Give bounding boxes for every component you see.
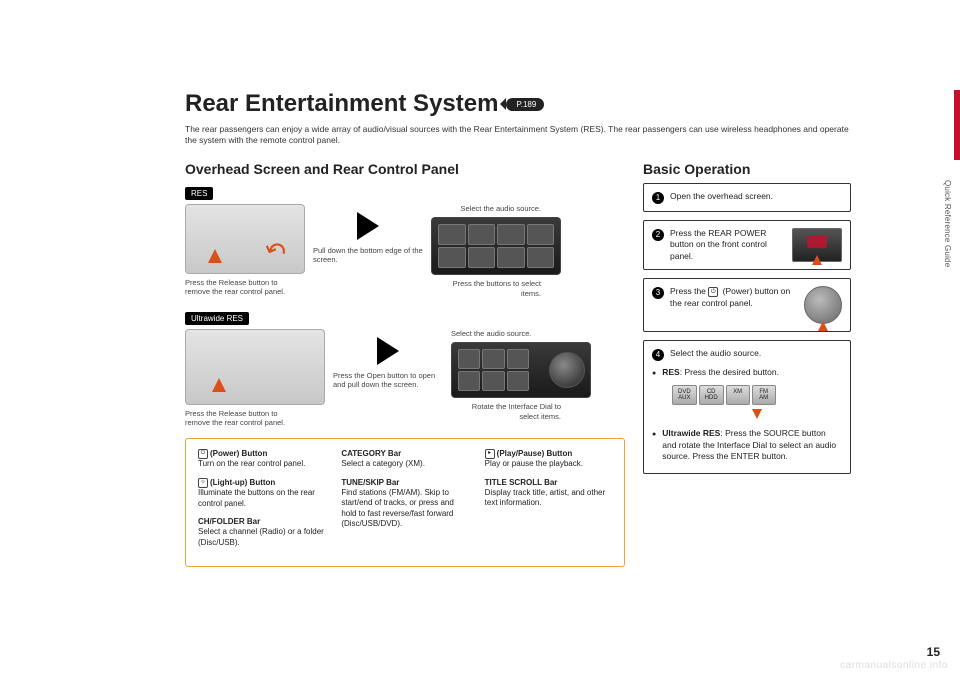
caption-select-source-1: Select the audio source. [431,204,541,213]
step-4-num: 4 [652,349,664,361]
step-2-num: 2 [652,229,664,241]
source-cd-hdd: CDHDD [699,385,724,405]
caption-release: Press the Release button to remove the r… [185,278,295,297]
ref-power-t: (Power) Button [210,449,267,458]
caption-select-source-2: Select the audio source. [451,329,561,338]
light-icon: ☼ [198,478,208,488]
step-4-box: 4 Select the audio source. RES: Press th… [643,340,851,473]
source-button-strip: DVDAUX CDHDD XM FMAM [672,385,842,405]
ref-play-t: (Play/Pause) Button [497,449,573,458]
power-dial-illustration [804,286,842,324]
step-1-text: Open the overhead screen. [670,191,773,202]
play-pause-icon: ▸ [485,449,495,459]
step-3-box: 3 Press the ⏻ (Power) button on the rear… [643,278,851,332]
res-panel-illustration [431,217,561,275]
source-dvd-aux: DVDAUX [672,385,697,405]
ref-ch-t: CH/FOLDER Bar [198,517,260,526]
step-1-num: 1 [652,192,664,204]
uw-diagram-row: Press the Release button to remove the r… [185,329,625,428]
step-4-res-label: RES [662,367,679,377]
page-title: Rear Entertainment System P.189 [185,90,851,118]
step-2-text: Press the REAR POWER button on the front… [670,228,786,262]
ref-ch-d: Select a channel (Radio) or a folder (Di… [198,527,324,546]
title-text: Rear Entertainment System [185,90,498,118]
res-badge: RES [185,187,213,200]
res-overhead-illustration: ↶ [185,204,305,274]
ref-cat-d: Select a category (XM). [341,459,425,468]
ref-light-d: Illuminate the buttons on the rear contr… [198,488,315,507]
ref-power-d: Turn on the rear control panel. [198,459,305,468]
ref-play-d: Play or pause the playback. [485,459,583,468]
caption-open: Press the Open button to open and pull d… [333,371,443,390]
page-number: 15 [927,645,940,659]
caption-release-2: Press the Release button to remove the r… [185,409,295,428]
ref-tune-t: TUNE/SKIP Bar [341,478,399,487]
page-ref-pill: P.189 [506,98,544,111]
side-label: Quick Reference Guide [943,180,952,267]
step-1-box: 1 Open the overhead screen. [643,183,851,212]
watermark: carmanualsonline.info [840,660,948,671]
ultrawide-badge: Ultrawide RES [185,312,249,325]
arrow-icon-2 [377,337,399,365]
res-diagram-row: ↶ Press the Release button to remove the… [185,204,625,298]
step-4-res-text: : Press the desired button. [680,367,779,377]
uw-overhead-illustration [185,329,325,405]
intro-text: The rear passengers can enjoy a wide arr… [185,124,851,147]
overhead-heading: Overhead Screen and Rear Control Panel [185,161,625,177]
ref-title-t: TITLE SCROLL Bar [485,478,558,487]
page-content: Rear Entertainment System P.189 The rear… [185,90,851,630]
basic-op-heading: Basic Operation [643,161,851,177]
power-icon-step: ⏻ [708,287,718,297]
source-fm-am: FMAM [752,385,776,405]
ref-light-t: (Light-up) Button [210,478,275,487]
arrow-down-icon [752,409,762,419]
step-4-text: Select the audio source. [670,348,761,359]
edge-tab [954,90,960,160]
left-column: Overhead Screen and Rear Control Panel R… [185,161,625,567]
source-xm: XM [726,385,750,405]
caption-rotate-dial: Rotate the Interface Dial to select item… [451,402,561,421]
caption-pulldown: Pull down the bottom edge of the screen. [313,246,423,265]
step-2-box: 2 Press the REAR POWER button on the fro… [643,220,851,270]
interface-dial-illustration [549,352,585,388]
button-reference-box: ⏻(Power) ButtonTurn on the rear control … [185,438,625,567]
ref-tune-d: Find stations (FM/AM). Skip to start/end… [341,488,454,528]
arrow-icon [357,212,379,240]
rear-power-illustration [792,228,842,262]
step-4-uw-label: Ultrawide RES [662,428,720,438]
ref-title-d: Display track title, artist, and other t… [485,488,606,507]
step-3-text-a: Press the [670,286,708,296]
caption-press-buttons: Press the buttons to select items. [431,279,541,298]
uw-panel-illustration [451,342,591,398]
ref-cat-t: CATEGORY Bar [341,449,401,458]
power-icon: ⏻ [198,449,208,459]
right-column: Basic Operation 1 Open the overhead scre… [643,161,851,567]
step-3-num: 3 [652,287,664,299]
